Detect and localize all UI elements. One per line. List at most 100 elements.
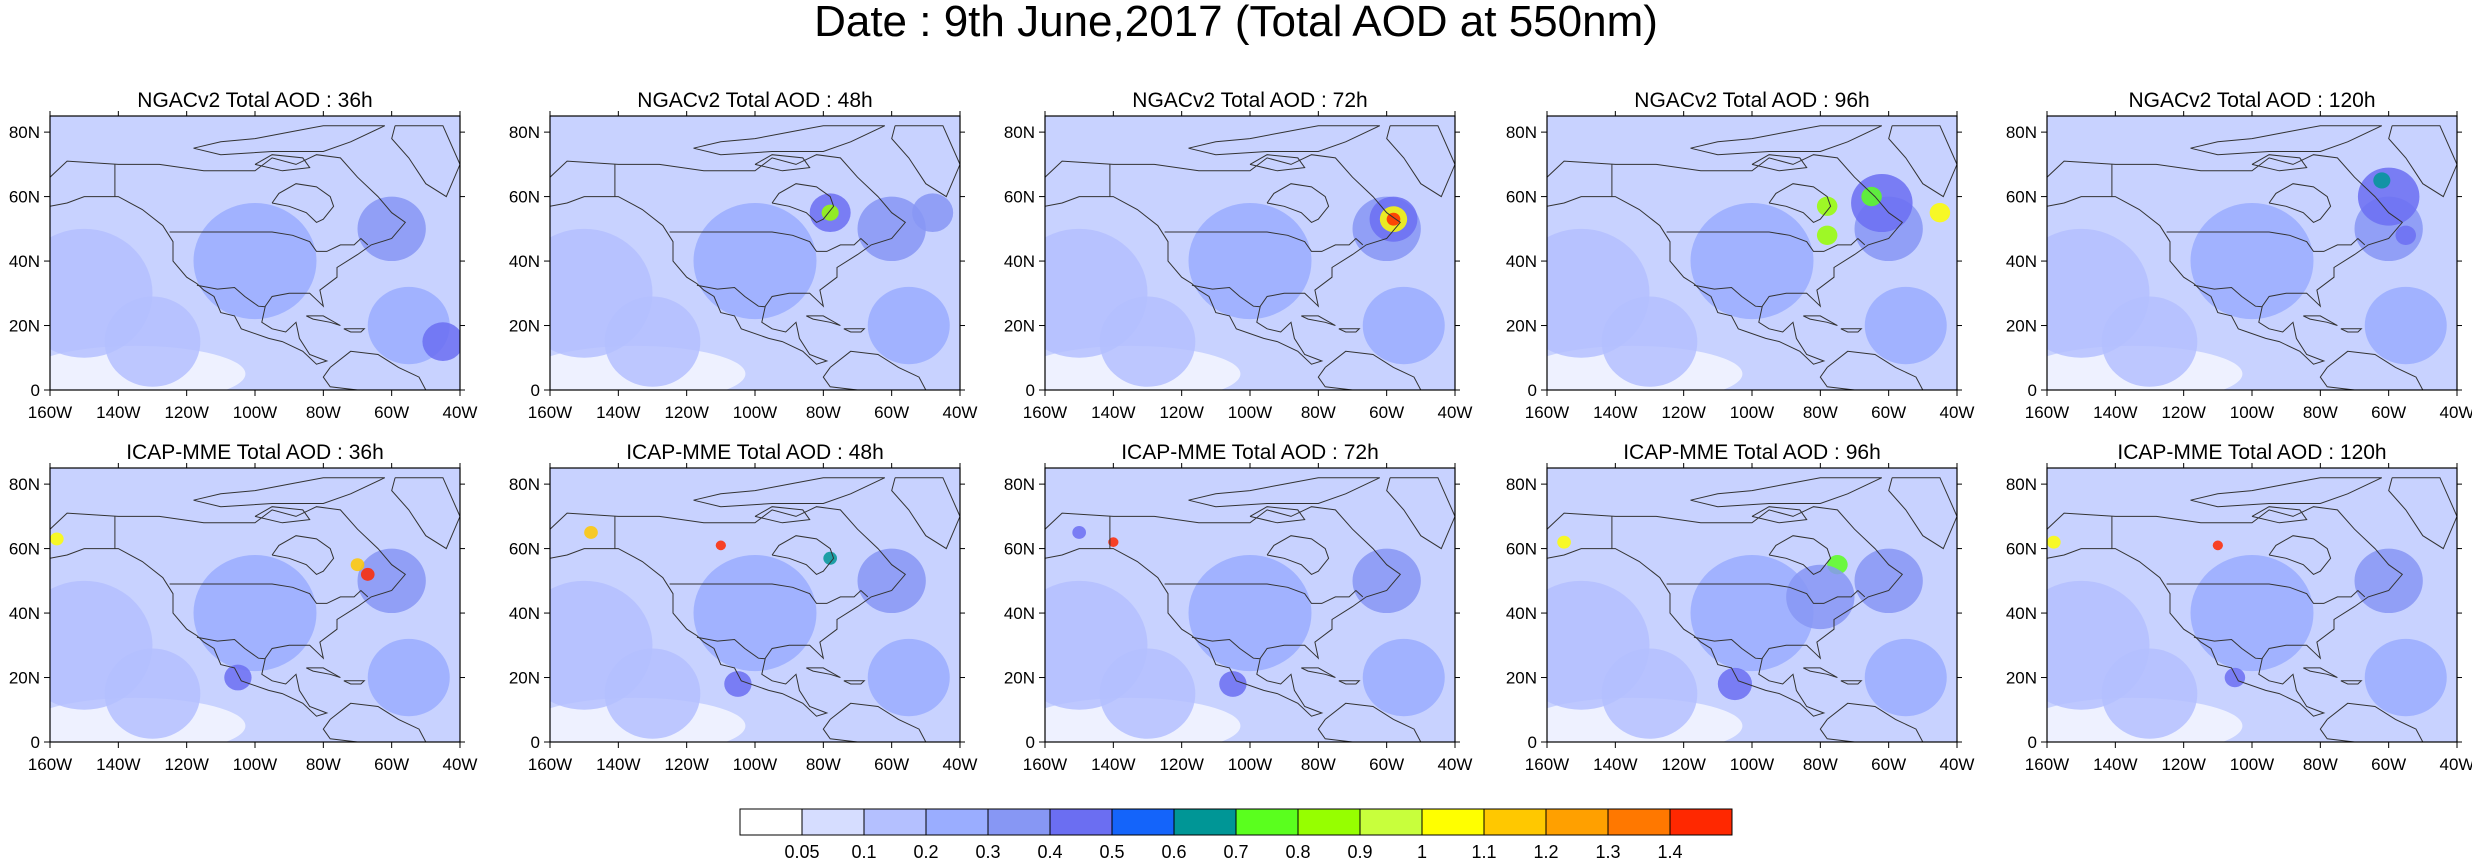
coastline <box>1191 284 1261 308</box>
colorbar-swatch <box>863 808 927 836</box>
coastline <box>550 154 907 365</box>
aod-patch <box>1219 671 1247 697</box>
aod-patch <box>1099 648 1196 739</box>
x-tick-label: 60W <box>1871 403 1906 422</box>
y-tick-label: 20N <box>2006 669 2037 688</box>
aod-patch <box>2224 667 2246 688</box>
x-tick-label: 80W <box>806 755 841 774</box>
y-tick-label: 40N <box>2006 604 2037 623</box>
y-tick-label: 60N <box>9 540 40 559</box>
coastline <box>193 125 386 156</box>
coastline <box>1301 315 1336 326</box>
coastline <box>322 702 427 742</box>
y-tick-label: 40N <box>509 252 540 271</box>
coastline <box>1188 125 1381 156</box>
x-tick-label: 140W <box>2093 403 2137 422</box>
colorbar-label: 0.4 <box>1037 842 1062 862</box>
coastline <box>1317 702 1422 742</box>
panel-title: NGACv2 Total AOD : 36h <box>137 89 373 112</box>
colorbar-swatch <box>1173 808 1237 836</box>
coastline <box>2319 702 2424 742</box>
aod-patch <box>1362 638 1445 717</box>
map-plot: 160W 140W 120W 100W 80W 60W 40W 80N 60N 40N 20N 0 <box>1004 463 1472 774</box>
x-tick-label: 160W <box>28 403 72 422</box>
y-tick-label: 0 <box>1528 733 1537 752</box>
y-tick-label: 20N <box>1506 317 1537 336</box>
aod-patch <box>2373 172 2391 189</box>
y-tick-label: 80N <box>2006 475 2037 494</box>
y-tick-label: 60N <box>1004 540 1035 559</box>
y-tick-label: 60N <box>1506 188 1537 207</box>
x-tick-label: 80W <box>306 403 341 422</box>
coastline <box>1840 328 1863 333</box>
map-panel: NGACv2 Total AOD : 96h 160W 140W 120W 100W 80… <box>1506 89 1975 423</box>
coastline <box>391 477 460 550</box>
coastline <box>1666 583 1866 604</box>
panel-title: NGACv2 Total AOD : 96h <box>1634 89 1870 112</box>
x-tick-label: 80W <box>2303 403 2338 422</box>
y-tick-label: 60N <box>509 540 540 559</box>
aod-patch <box>1386 212 1401 226</box>
coastline <box>1547 154 1904 365</box>
colorbar: 0.05 0.1 0.2 0.3 0.4 0.5 0.6 0.7 0.8 0.9 1 1.1 1.2 1.… <box>739 808 1733 862</box>
y-tick-label: 0 <box>531 733 540 752</box>
x-tick-label: 100W <box>2230 755 2274 774</box>
coastline <box>271 535 335 575</box>
coastline <box>2303 315 2338 326</box>
x-tick-label: 40W <box>1940 755 1975 774</box>
coastline <box>193 477 386 508</box>
panel-title: ICAP-MME Total AOD : 96h <box>1623 441 1881 464</box>
coastline <box>1693 284 1763 308</box>
coastline <box>696 636 766 660</box>
y-tick-label: 60N <box>1506 540 1537 559</box>
aod-patch <box>867 286 950 365</box>
map-panel: ICAP-MME Total AOD : 72h 160W 140W 120W 100W… <box>1004 442 1473 775</box>
colorbar-label: 0.1 <box>851 842 876 862</box>
colorbar-label: 1.2 <box>1533 842 1558 862</box>
x-tick-label: 120W <box>2161 403 2205 422</box>
x-tick-label: 40W <box>943 403 978 422</box>
x-tick-label: 80W <box>806 403 841 422</box>
x-tick-label: 160W <box>1023 403 1067 422</box>
colorbar-label: 0.8 <box>1285 842 1310 862</box>
x-tick-label: 160W <box>528 755 572 774</box>
coastline <box>50 506 407 717</box>
aod-patch <box>1864 286 1947 365</box>
aod-patch <box>193 555 317 672</box>
coastline <box>822 702 927 742</box>
aod-patch <box>1108 537 1119 547</box>
aod-patch <box>2364 638 2447 717</box>
coastline <box>1751 154 1808 172</box>
coastline <box>2251 154 2308 172</box>
x-tick-label: 60W <box>374 403 409 422</box>
x-tick-label: 140W <box>96 403 140 422</box>
x-tick-label: 80W <box>1301 755 1336 774</box>
aod-patch <box>857 196 926 262</box>
coastline <box>196 284 266 308</box>
x-tick-label: 140W <box>1091 403 1135 422</box>
y-tick-label: 80N <box>1004 475 1035 494</box>
coastline <box>1888 477 1957 550</box>
aod-patch <box>1188 203 1312 320</box>
coastline <box>1888 125 1957 198</box>
y-tick-label: 20N <box>2006 317 2037 336</box>
y-tick-label: 80N <box>9 123 40 142</box>
x-tick-label: 120W <box>164 403 208 422</box>
y-tick-label: 40N <box>2006 252 2037 271</box>
coastline <box>196 636 266 660</box>
x-tick-label: 120W <box>1661 755 1705 774</box>
y-tick-label: 0 <box>2028 381 2037 400</box>
aod-patch <box>350 558 365 572</box>
coastline <box>2268 535 2332 575</box>
aod-patch <box>604 648 701 739</box>
y-tick-label: 60N <box>509 188 540 207</box>
coastline <box>1249 154 1306 172</box>
y-tick-label: 40N <box>1004 252 1035 271</box>
x-tick-label: 40W <box>443 755 478 774</box>
coastline <box>550 506 907 717</box>
coastline <box>806 667 841 678</box>
x-tick-label: 140W <box>1593 755 1637 774</box>
coastline <box>669 231 869 252</box>
aod-patch <box>1601 648 1698 739</box>
y-tick-label: 20N <box>9 317 40 336</box>
